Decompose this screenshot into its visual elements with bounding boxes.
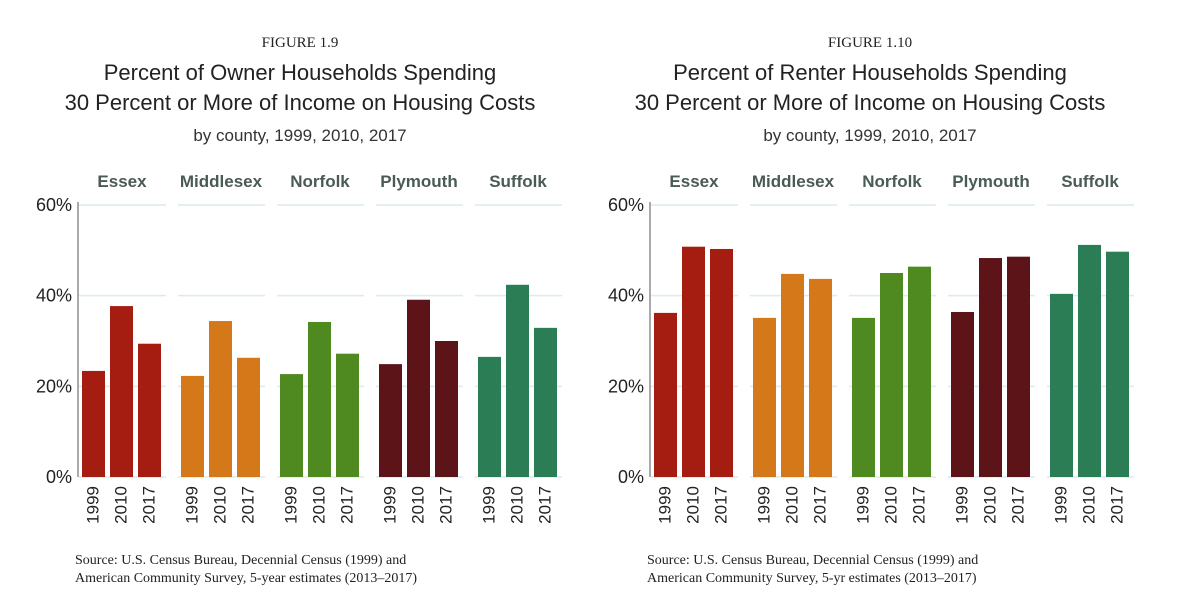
x-tick-label: 2017 xyxy=(139,486,158,524)
panel-label: Norfolk xyxy=(862,172,922,191)
bar xyxy=(209,321,232,477)
x-tick-label: 2017 xyxy=(1107,486,1126,524)
x-tick-label: 2010 xyxy=(1079,486,1098,524)
bar xyxy=(1050,293,1073,477)
x-tick-label: 1999 xyxy=(952,486,971,524)
chart-title: Percent of Owner Households Spending xyxy=(104,60,497,85)
bar xyxy=(1078,244,1101,477)
x-tick-label: 2017 xyxy=(1008,486,1027,524)
x-tick-label: 2017 xyxy=(436,486,455,524)
bar xyxy=(710,248,733,477)
x-tick-label: 2010 xyxy=(408,486,427,524)
x-tick-label: 2010 xyxy=(782,486,801,524)
panel-label: Middlesex xyxy=(752,172,835,191)
x-tick-label: 2010 xyxy=(683,486,702,524)
chart-title: 30 Percent or More of Income on Housing … xyxy=(635,90,1106,115)
bar xyxy=(110,306,133,477)
chart-title: Percent of Renter Households Spending xyxy=(673,60,1067,85)
bar xyxy=(379,364,402,477)
y-tick-label: 20% xyxy=(36,376,72,396)
y-tick-label: 40% xyxy=(608,286,644,306)
x-tick-label: 1999 xyxy=(754,486,773,524)
x-tick-label: 2010 xyxy=(309,486,328,524)
bar xyxy=(753,317,776,477)
x-tick-label: 2010 xyxy=(980,486,999,524)
y-tick-label: 60% xyxy=(36,195,72,215)
panel-label: Plymouth xyxy=(952,172,1029,191)
x-tick-label: 1999 xyxy=(853,486,872,524)
source-note: Source: U.S. Census Bureau, Decennial Ce… xyxy=(647,553,978,568)
figure-label: FIGURE 1.10 xyxy=(828,35,912,51)
figure-label: FIGURE 1.9 xyxy=(262,35,339,51)
x-tick-label: 2010 xyxy=(507,486,526,524)
x-tick-label: 2017 xyxy=(711,486,730,524)
x-tick-label: 2017 xyxy=(337,486,356,524)
bar xyxy=(82,370,105,477)
source-note: American Community Survey, 5-year estima… xyxy=(75,571,417,586)
bar xyxy=(908,266,931,477)
bar xyxy=(951,311,974,477)
x-tick-label: 1999 xyxy=(380,486,399,524)
x-tick-label: 1999 xyxy=(655,486,674,524)
y-tick-label: 40% xyxy=(36,286,72,306)
chart-subtitle: by county, 1999, 2010, 2017 xyxy=(763,126,976,145)
x-tick-label: 1999 xyxy=(281,486,300,524)
bar xyxy=(138,343,161,477)
x-tick-label: 1999 xyxy=(1051,486,1070,524)
bar xyxy=(506,284,529,477)
x-tick-label: 2010 xyxy=(881,486,900,524)
y-tick-label: 20% xyxy=(608,376,644,396)
panel-label: Suffolk xyxy=(1061,172,1119,191)
x-tick-label: 2017 xyxy=(810,486,829,524)
bar xyxy=(654,312,677,477)
panel-label: Norfolk xyxy=(290,172,350,191)
bar xyxy=(280,374,303,477)
x-tick-label: 2010 xyxy=(111,486,130,524)
bar xyxy=(1007,256,1030,477)
bar xyxy=(979,258,1002,477)
panel-label: Plymouth xyxy=(380,172,457,191)
bar xyxy=(237,357,260,477)
bar xyxy=(1106,251,1129,477)
bar xyxy=(781,273,804,477)
x-tick-label: 1999 xyxy=(182,486,201,524)
bar xyxy=(181,375,204,477)
bar xyxy=(336,353,359,477)
y-tick-label: 0% xyxy=(46,467,72,487)
y-tick-label: 0% xyxy=(618,467,644,487)
bar xyxy=(478,356,501,477)
bar xyxy=(308,321,331,477)
panel-label: Essex xyxy=(669,172,719,191)
y-tick-label: 60% xyxy=(608,195,644,215)
x-tick-label: 1999 xyxy=(83,486,102,524)
bar xyxy=(852,317,875,477)
bar xyxy=(407,299,430,477)
x-tick-label: 2017 xyxy=(238,486,257,524)
panel-label: Suffolk xyxy=(489,172,547,191)
bar xyxy=(880,273,903,477)
x-tick-label: 2017 xyxy=(535,486,554,524)
source-note: American Community Survey, 5-yr estimate… xyxy=(647,571,977,586)
panel-label: Middlesex xyxy=(180,172,263,191)
source-note: Source: U.S. Census Bureau, Decennial Ce… xyxy=(75,553,406,568)
x-tick-label: 1999 xyxy=(479,486,498,524)
panel-label: Essex xyxy=(97,172,147,191)
chart-subtitle: by county, 1999, 2010, 2017 xyxy=(193,126,406,145)
chart-title: 30 Percent or More of Income on Housing … xyxy=(65,90,536,115)
bar xyxy=(682,246,705,477)
bar xyxy=(809,278,832,477)
x-tick-label: 2010 xyxy=(210,486,229,524)
x-tick-label: 2017 xyxy=(909,486,928,524)
bar xyxy=(534,327,557,477)
bar xyxy=(435,341,458,477)
